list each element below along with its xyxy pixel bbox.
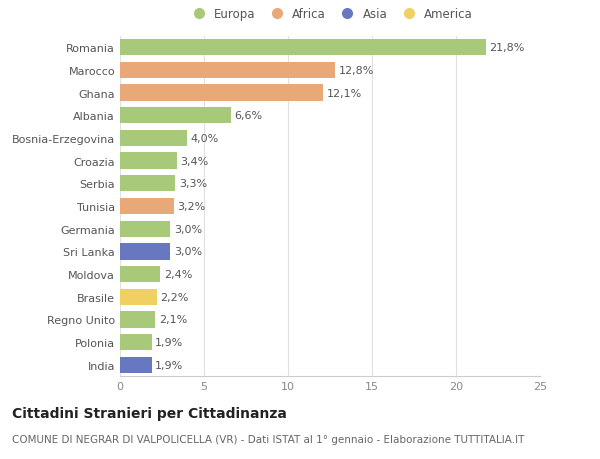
- Bar: [120, 334, 152, 351]
- Text: Cittadini Stranieri per Cittadinanza: Cittadini Stranieri per Cittadinanza: [12, 406, 287, 420]
- Bar: [120, 357, 152, 373]
- Text: 2,1%: 2,1%: [158, 315, 187, 325]
- Bar: [120, 312, 155, 328]
- Text: 12,8%: 12,8%: [338, 66, 374, 76]
- Text: 21,8%: 21,8%: [490, 43, 525, 53]
- Text: 4,0%: 4,0%: [191, 134, 219, 144]
- Bar: [120, 198, 174, 215]
- Bar: [120, 85, 323, 101]
- Bar: [120, 153, 177, 169]
- Bar: [120, 289, 157, 305]
- Bar: [120, 221, 170, 237]
- Text: 3,4%: 3,4%: [181, 156, 209, 166]
- Text: 3,3%: 3,3%: [179, 179, 207, 189]
- Text: 2,2%: 2,2%: [160, 292, 188, 302]
- Legend: Europa, Africa, Asia, America: Europa, Africa, Asia, America: [182, 4, 478, 26]
- Text: 3,0%: 3,0%: [174, 224, 202, 234]
- Text: 3,0%: 3,0%: [174, 247, 202, 257]
- Bar: [120, 130, 187, 147]
- Bar: [120, 62, 335, 79]
- Text: 3,2%: 3,2%: [177, 202, 205, 212]
- Text: 6,6%: 6,6%: [234, 111, 262, 121]
- Bar: [120, 176, 175, 192]
- Text: 1,9%: 1,9%: [155, 360, 184, 370]
- Text: 1,9%: 1,9%: [155, 337, 184, 347]
- Text: COMUNE DI NEGRAR DI VALPOLICELLA (VR) - Dati ISTAT al 1° gennaio - Elaborazione : COMUNE DI NEGRAR DI VALPOLICELLA (VR) - …: [12, 434, 524, 444]
- Bar: [120, 40, 486, 56]
- Text: 2,4%: 2,4%: [164, 269, 192, 280]
- Bar: [120, 244, 170, 260]
- Text: 12,1%: 12,1%: [326, 88, 362, 98]
- Bar: [120, 266, 160, 283]
- Bar: [120, 108, 231, 124]
